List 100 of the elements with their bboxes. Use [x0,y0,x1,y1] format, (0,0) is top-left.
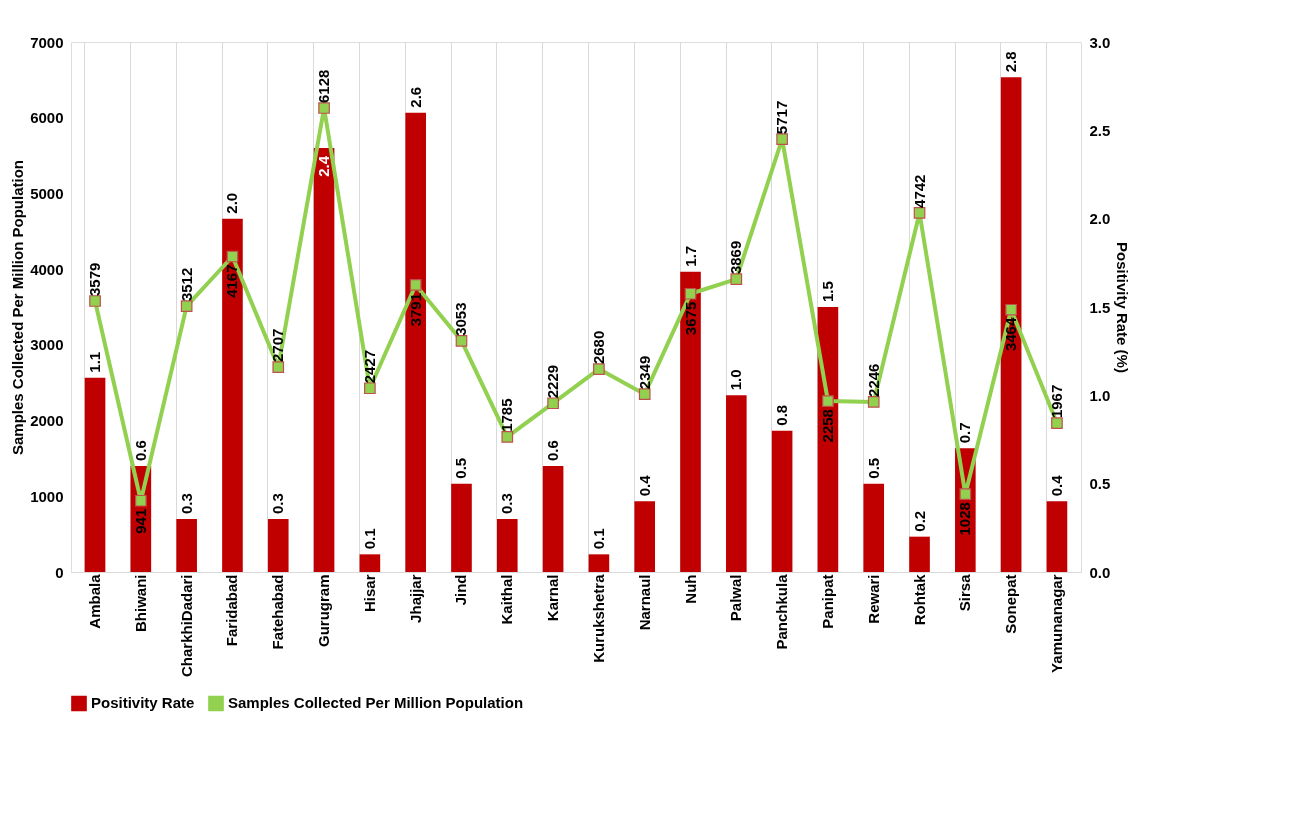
bar [359,554,381,572]
data-label: 5717 [773,100,791,135]
y-tick-label: 5000 [30,184,64,202]
data-label: 0.5 [452,457,470,479]
point [501,431,514,443]
x-tick-label: Fatehabad [269,574,287,650]
legend-label: Samples Collected Per Million Population [228,694,524,712]
point [822,395,834,407]
x-tick-label: Rohtak [910,573,928,626]
x-tick-label: Panipat [818,574,836,629]
data-label: 3579 [86,262,104,297]
data-label: 1785 [498,398,516,432]
point [455,335,468,347]
data-label: 3464 [1002,317,1020,352]
bar [726,395,747,572]
data-label: 3869 [727,240,745,275]
point [1005,303,1017,316]
data-label: 0.6 [131,440,149,461]
y2-tick-label: 3.0 [1089,33,1111,51]
data-label: 1967 [1047,384,1065,419]
data-label: 941 [131,508,149,534]
x-tick-label: Jhajjar [406,574,424,623]
data-label: 2246 [864,363,882,397]
point [593,363,605,375]
data-label: 3791 [406,292,424,327]
data-label: 2258 [818,409,836,443]
data-label: 0.1 [360,528,378,550]
data-label: 0.7 [956,422,974,444]
x-tick-label: Sonepat [1002,574,1020,634]
bar [542,466,564,572]
y2-tick-label: 2.0 [1089,210,1111,228]
x-tick-label: Nuh [681,574,699,604]
bar [771,430,793,572]
y2-axis-title: Positivity Rate (%) [1114,242,1132,373]
point [684,287,697,300]
y2-tick-label: 0.5 [1089,475,1111,493]
data-label: 2680 [589,330,607,365]
bar [267,519,289,572]
data-label: 0.3 [498,493,516,514]
point [318,102,330,114]
point [638,388,651,400]
data-label: 4742 [910,174,928,208]
data-label: 6128 [315,69,333,104]
bar [451,483,472,572]
data-label: 3053 [452,302,470,336]
data-label: 0.4 [635,474,653,497]
bar [84,377,106,572]
data-label: 0.8 [773,404,791,426]
data-label: 2707 [269,328,287,363]
bar [176,519,197,572]
point [867,396,880,408]
x-tick-label: Bhiwani [131,574,149,633]
x-tick-label: Faridabad [223,574,241,647]
data-label: 3675 [681,301,699,336]
bar [222,218,243,572]
x-tick-label: Karnal [544,574,562,622]
point [409,279,422,291]
data-label: 3512 [177,267,195,302]
bar [680,271,701,572]
data-label: 1.7 [681,245,699,267]
y-tick-label: 1000 [30,487,64,505]
x-tick-label: Panchkula [773,573,791,650]
point [180,300,193,312]
data-label: 2229 [544,364,562,399]
data-label: 0.6 [544,440,562,461]
data-label: 2349 [635,355,653,390]
point [776,133,788,145]
x-tick-label: Kurukshetra [589,573,607,663]
x-tick-label: Yamunanagar [1047,574,1065,673]
data-label: 0.1 [589,528,607,550]
data-label: 2.4 [315,155,333,177]
data-label: 0.2 [910,510,928,532]
y-tick-label: 2000 [30,412,64,430]
point [272,361,285,373]
data-label: 0.3 [177,493,195,514]
x-tick-label: Palwal [727,574,745,622]
point [730,273,743,285]
data-label: 1.1 [86,351,104,373]
data-label: 0.4 [1047,474,1065,497]
x-tick-label: Hisar [360,574,378,613]
x-tick-label: Sirsa [956,573,974,612]
bar [909,536,930,572]
x-tick-label: Jind [452,574,470,606]
y-tick-label: 3000 [30,336,64,354]
data-label: 1028 [956,502,974,536]
y2-tick-label: 2.5 [1089,121,1111,139]
x-tick-label: Kaithal [498,574,516,625]
y-tick-label: 7000 [30,33,64,51]
x-tick-label: Gurugram [315,574,333,648]
y2-tick-label: 1.0 [1089,386,1111,404]
data-label: 0.3 [269,493,287,514]
y-tick-label: 4000 [30,260,64,278]
data-label: 2427 [360,349,378,384]
y-tick-label: 6000 [30,109,64,127]
y2-tick-label: 1.5 [1089,298,1111,316]
data-label: 1.0 [727,369,745,391]
legend-label: Positivity Rate [91,694,195,712]
data-label: 2.0 [223,192,241,214]
point [89,295,101,307]
bar [313,148,335,572]
